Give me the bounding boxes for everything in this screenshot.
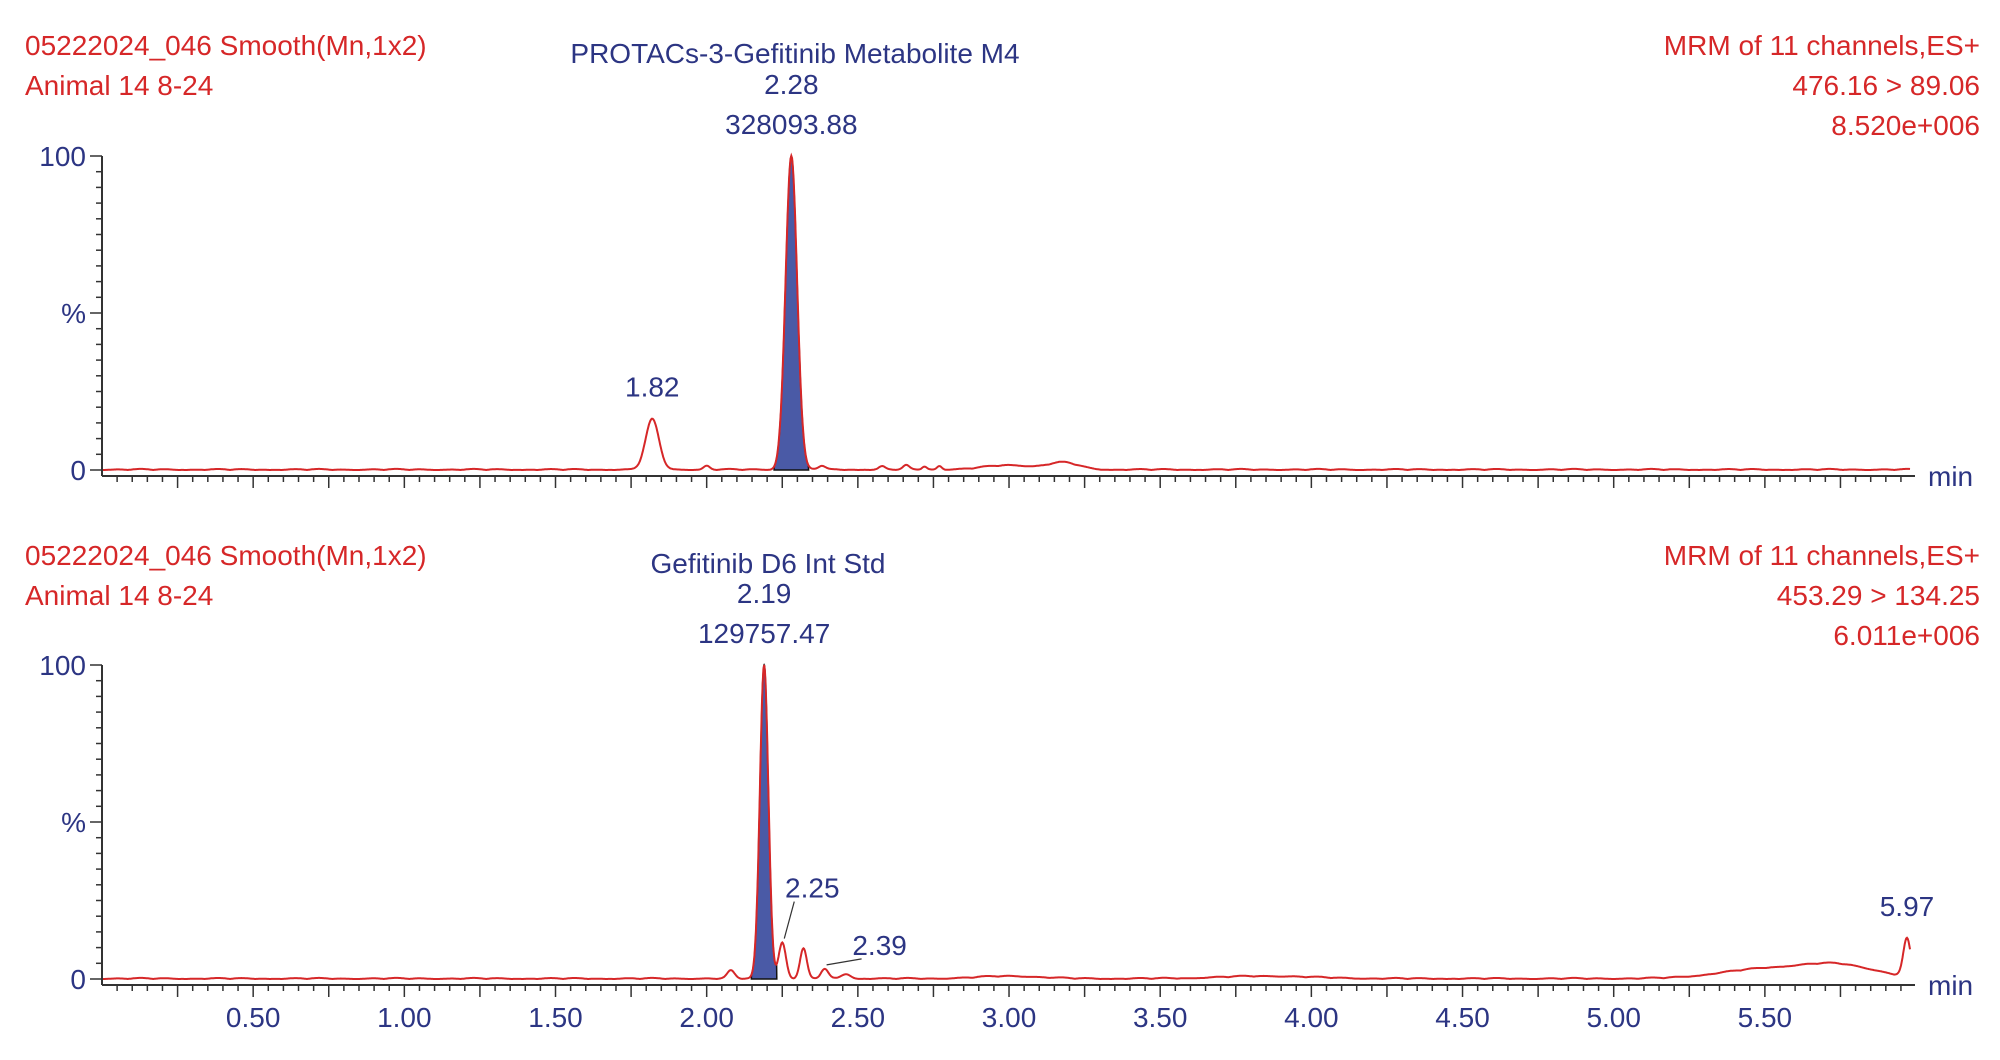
panel-1-transition: 476.16 > 89.06	[1792, 70, 1980, 101]
peak-rt-label: 2.28	[764, 69, 819, 100]
panel-1-sample: Animal 14 8-24	[25, 70, 213, 101]
peak-rt-label: 2.39	[852, 930, 907, 961]
panel-2-sample: Animal 14 8-24	[25, 580, 213, 611]
x-axis-label: min	[1928, 970, 1973, 1001]
panel-2-intensity: 6.011e+006	[1833, 620, 1980, 651]
x-tick-label: 3.00	[982, 1002, 1037, 1033]
x-axis-label: min	[1928, 461, 1973, 492]
x-tick-label: 5.00	[1586, 1002, 1641, 1033]
y-tick-label: 100	[39, 141, 86, 172]
chromatogram-trace	[102, 152, 1911, 472]
y-tick-label: 0	[70, 455, 86, 486]
peak-area-label: 328093.88	[725, 109, 857, 140]
x-tick-label: 2.00	[679, 1002, 734, 1033]
x-tick-label: 2.50	[831, 1002, 886, 1033]
y-tick-label: %	[61, 298, 86, 329]
panel-1: 05222024_046 Smooth(Mn,1x2) Animal 14 8-…	[25, 30, 1980, 492]
x-tick-label: 3.50	[1133, 1002, 1188, 1033]
peak-leader-line	[826, 958, 862, 966]
panel-2: 05222024_046 Smooth(Mn,1x2) Animal 14 8-…	[25, 540, 1980, 1033]
panel-1-intensity: 8.520e+006	[1831, 110, 1980, 141]
y-tick-label: 0	[70, 964, 86, 995]
peak-rt-label: 5.97	[1880, 891, 1935, 922]
panel-1-compound: PROTACs-3-Gefitinib Metabolite M4	[570, 38, 1019, 69]
panel-2-mrm: MRM of 11 channels,ES+	[1664, 540, 1980, 571]
peak-area-label: 129757.47	[698, 618, 830, 649]
x-tick-label: 4.50	[1435, 1002, 1490, 1033]
x-tick-label: 4.00	[1284, 1002, 1339, 1033]
panel-2-file-info: 05222024_046 Smooth(Mn,1x2)	[25, 540, 427, 571]
panel-1-file-info: 05222024_046 Smooth(Mn,1x2)	[25, 30, 427, 61]
peak-leader-line	[783, 901, 795, 939]
chromatogram-trace	[102, 664, 1911, 981]
panel-2-transition: 453.29 > 134.25	[1777, 580, 1980, 611]
x-tick-label: 0.50	[226, 1002, 281, 1033]
panel-2-plot: 100% 0 0.50 1.00 1.50 2.00 2.50 3.00 3.50 4.00 4.5…	[39, 578, 1973, 1033]
y-tick-label: 100	[39, 650, 86, 681]
x-tick-label: 5.50	[1738, 1002, 1793, 1033]
x-tick-label: 1.50	[528, 1002, 583, 1033]
peak-rt-label: 1.82	[625, 372, 680, 403]
peak-rt-label: 2.25	[785, 873, 840, 904]
y-tick-label: %	[61, 807, 86, 838]
panel-1-plot: 100% 0 min 1.82 328093.88 2.28	[39, 69, 1973, 492]
peak-rt-label: 2.19	[737, 578, 792, 609]
panel-2-compound: Gefitinib D6 Int Std	[650, 548, 885, 579]
panel-1-mrm: MRM of 11 channels,ES+	[1664, 30, 1980, 61]
x-tick-label: 1.00	[377, 1002, 432, 1033]
